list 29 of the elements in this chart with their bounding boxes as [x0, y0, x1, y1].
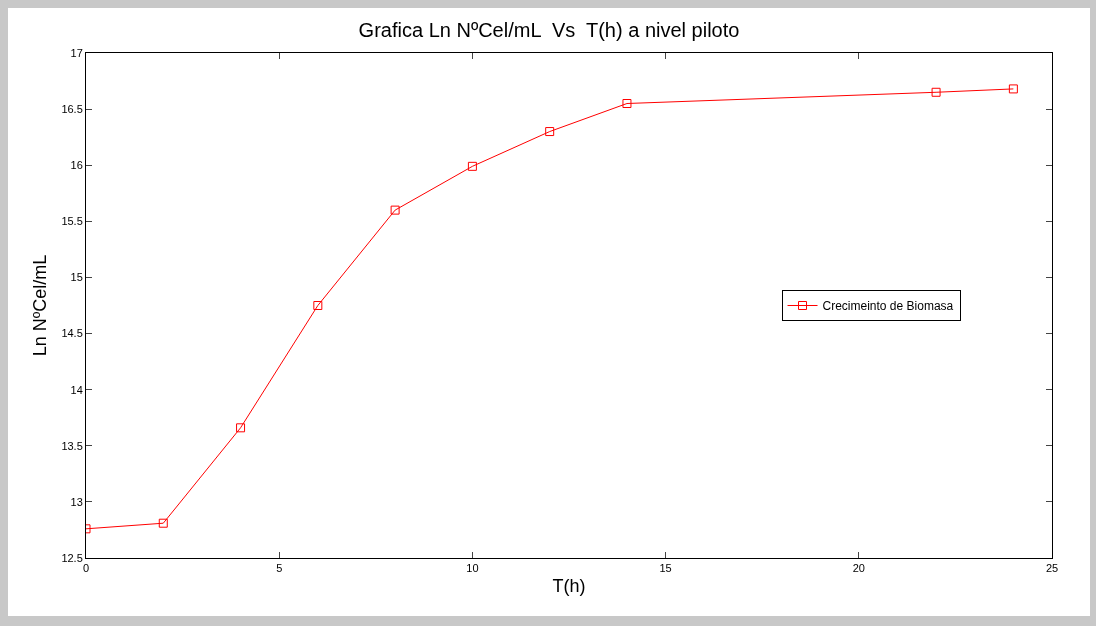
point	[1008, 84, 1018, 94]
x-tick-label: 5	[276, 562, 283, 575]
y-tick-label: 12.5	[61, 551, 83, 564]
x-axis-title: T(h)	[552, 576, 586, 597]
point	[467, 161, 477, 171]
point	[622, 99, 632, 108]
y-tick-label: 13	[70, 495, 83, 508]
y-tick-label: 14	[70, 383, 83, 396]
y-tick-label: 15	[70, 271, 83, 284]
y-tick-label: 16.5	[61, 102, 83, 115]
x-tick-label: 20	[852, 562, 865, 575]
legend-label: Crecimeinto de Biomasa	[822, 299, 954, 314]
x-tick-label: 0	[82, 562, 90, 575]
y-axis-title: Ln NºCel/mL	[29, 254, 50, 357]
point	[236, 423, 246, 433]
chart-title: Grafica Ln NºCel/mL Vs T(h) a nivel piloto	[358, 19, 740, 42]
point	[158, 518, 168, 528]
point	[545, 127, 555, 137]
x-tick-label: 10	[466, 562, 479, 575]
y-tick-label: 17	[70, 46, 83, 59]
point	[313, 301, 323, 310]
y-tick-label: 16	[70, 159, 83, 172]
point	[931, 87, 941, 97]
x-tick-label: 15	[659, 562, 672, 575]
x-tick-label: 25	[1045, 562, 1059, 575]
y-tick-label: 13.5	[61, 439, 83, 452]
y-tick-label: 15.5	[61, 215, 83, 228]
y-tick-label: 14.5	[61, 327, 83, 340]
point	[390, 205, 400, 215]
